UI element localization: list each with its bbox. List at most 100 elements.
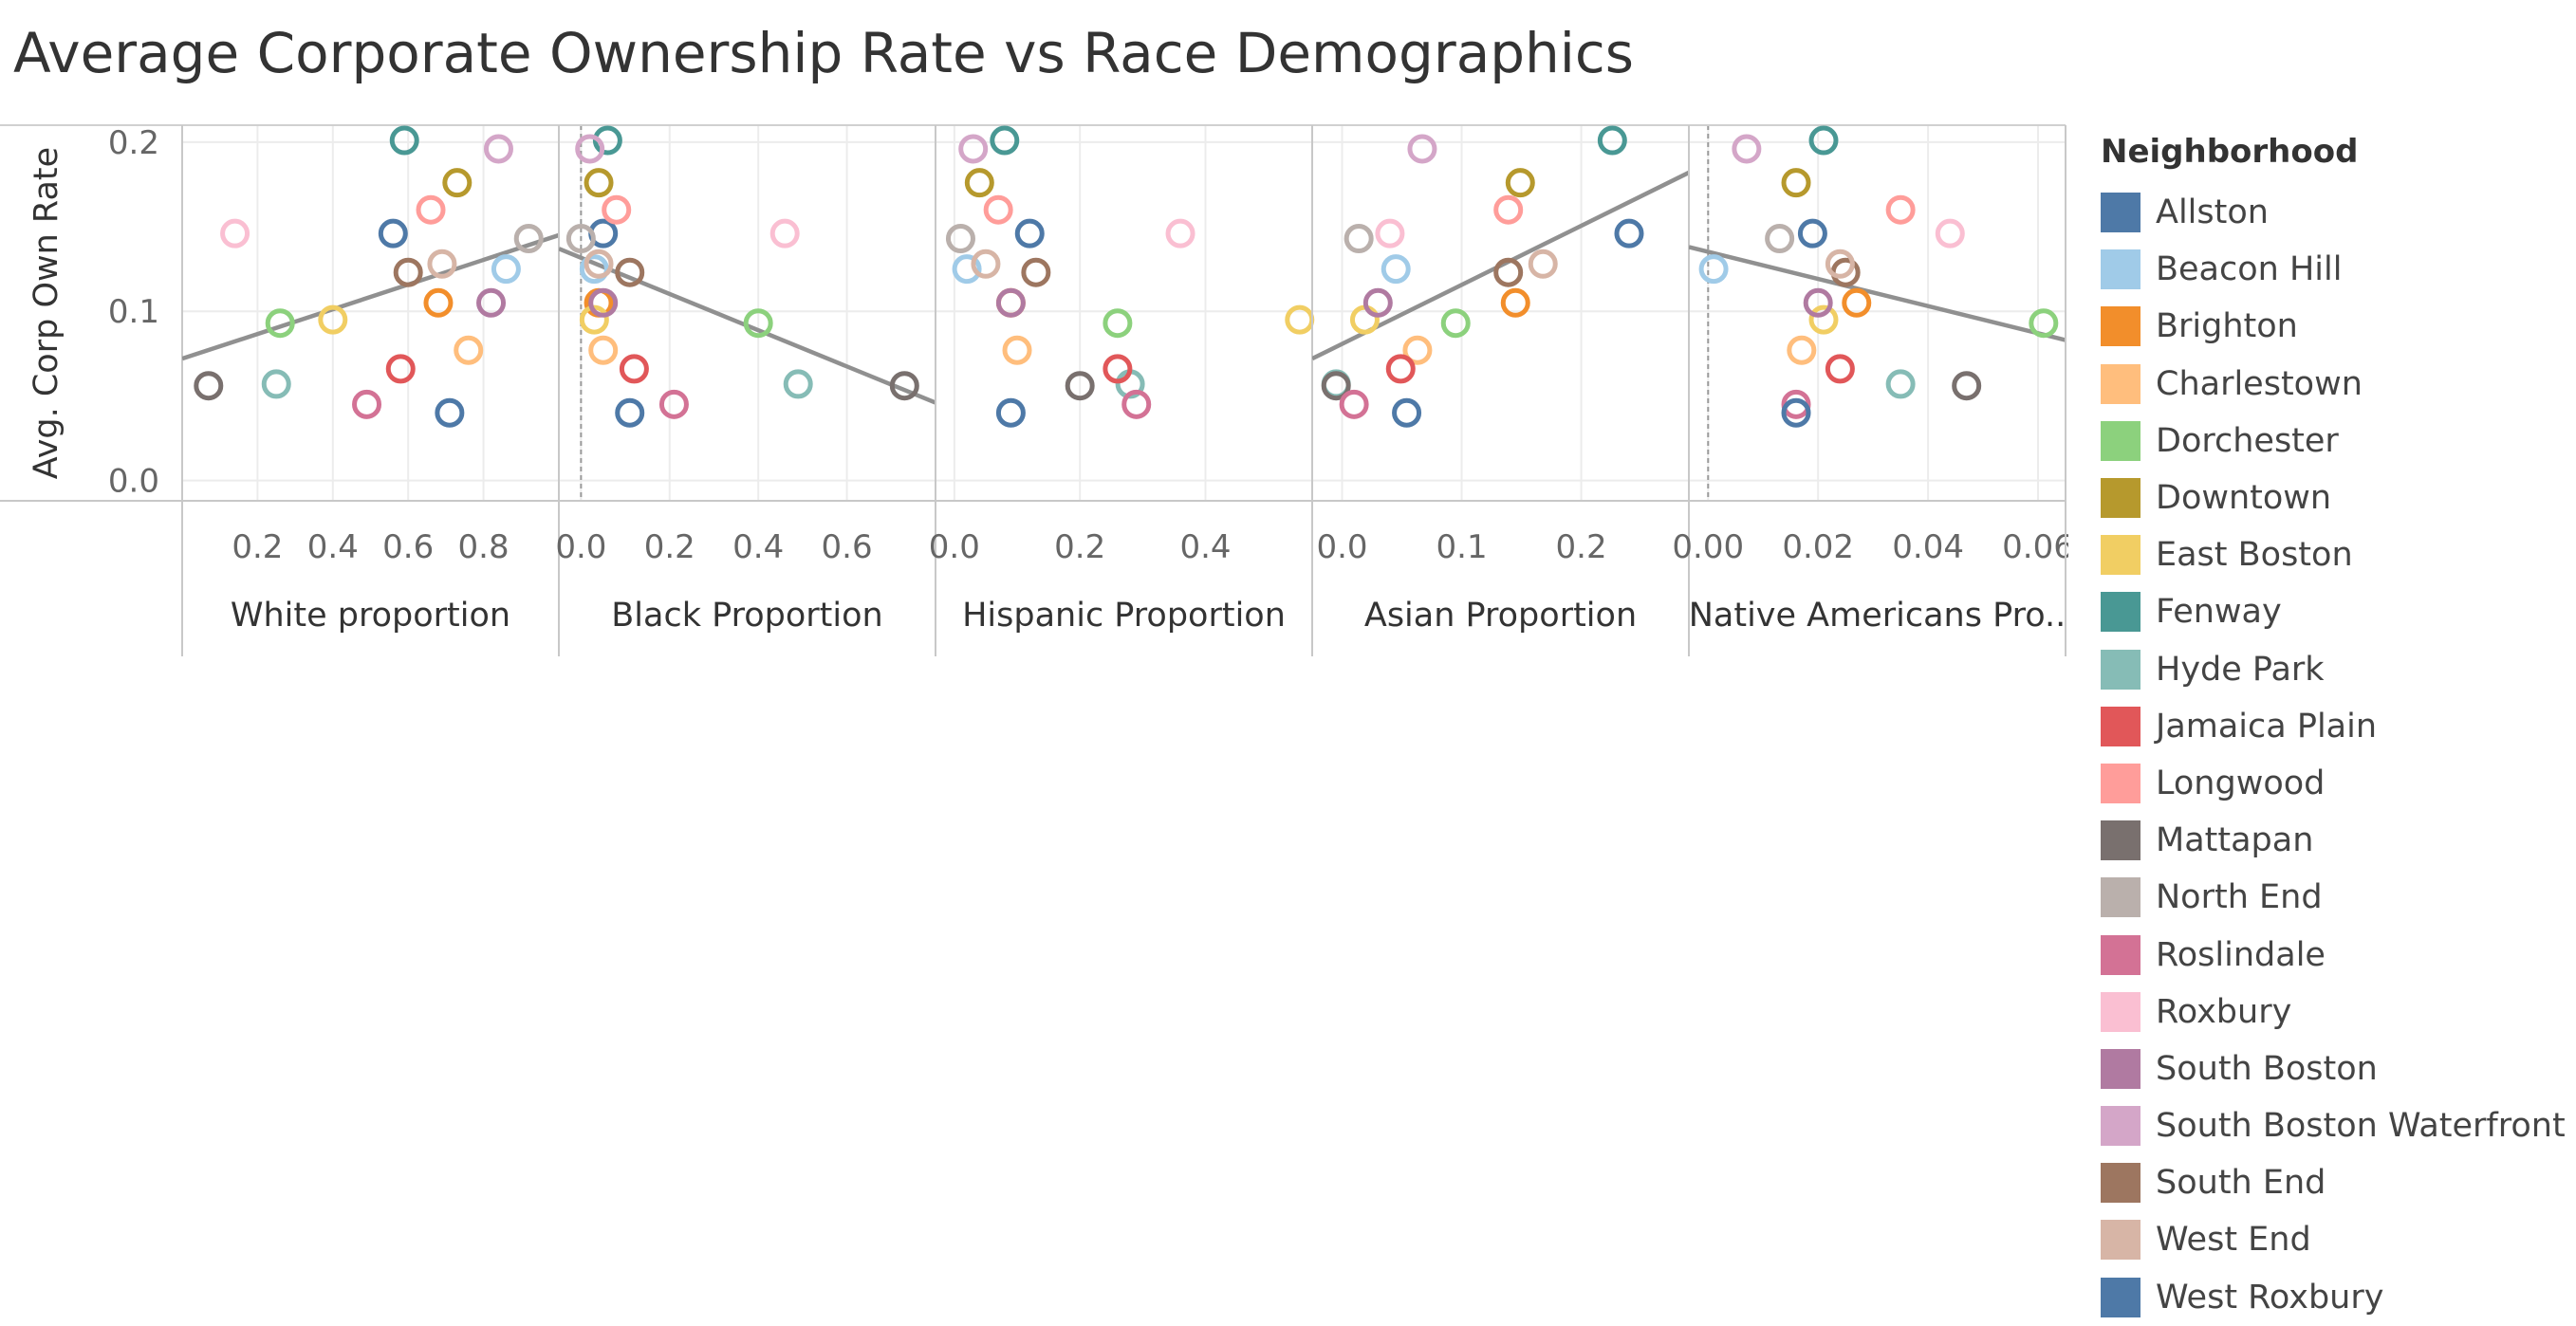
x-tick-label: 0.2 [644, 528, 695, 566]
data-point [389, 125, 419, 156]
x-tick-label: 0.06 [2002, 528, 2068, 566]
legend-swatch [2101, 649, 2140, 690]
legend-item[interactable]: Mattapan [2101, 812, 2575, 869]
data-point [1285, 304, 1315, 335]
legend-swatch [2101, 592, 2140, 633]
data-point [416, 194, 446, 225]
y-tick-label: 0.0 [108, 463, 159, 501]
data-point [619, 354, 649, 384]
legend-item[interactable]: Charlestown [2101, 356, 2575, 413]
legend-item[interactable]: South End [2101, 1154, 2575, 1211]
legend-item[interactable]: South Boston Waterfront [2101, 1097, 2575, 1154]
data-point [220, 218, 250, 249]
legend-label: East Boston [2156, 536, 2353, 575]
legend-item[interactable]: East Boston [2101, 526, 2575, 583]
data-point [1781, 168, 1811, 198]
legend-item[interactable]: Longwood [2101, 755, 2575, 812]
panel-2: 0.0 0.2 0.4 0.6 Black Proportion [555, 124, 936, 656]
data-point [1493, 194, 1524, 225]
data-point [1825, 249, 1855, 279]
data-point [889, 371, 919, 401]
legend: Neighborhood Allston Beacon Hill Brighton C… [2101, 131, 2575, 1326]
data-point [1885, 369, 1916, 399]
data-point [588, 287, 619, 318]
legend-swatch [2101, 1048, 2140, 1089]
data-point [1014, 218, 1045, 249]
data-point [1614, 218, 1644, 249]
legend-label: Roxbury [2156, 992, 2292, 1031]
x-tick-label: 0.4 [307, 528, 359, 566]
legend-label: South Boston [2156, 1049, 2378, 1088]
legend-item[interactable]: Beacon Hill [2101, 241, 2575, 298]
data-point [1781, 397, 1811, 428]
data-point [1952, 371, 1982, 401]
legend-label: Fenway [2156, 593, 2282, 632]
x-tick-label: 0.0 [1316, 528, 1367, 566]
data-point [584, 168, 614, 198]
data-point [1787, 335, 1817, 365]
data-point [1732, 134, 1762, 164]
data-point [1103, 308, 1133, 339]
data-point [1339, 389, 1369, 419]
legend-title: Neighborhood [2101, 133, 2359, 171]
x-tick-label: 0.1 [1436, 528, 1488, 566]
legend-label: Roslindale [2156, 935, 2326, 974]
data-point [1765, 224, 1795, 254]
panel-3: 0.0 0.2 0.4 Hispanic Proportion [929, 124, 1315, 656]
x-axis-title: White proportion [231, 597, 510, 635]
data-point [2029, 308, 2059, 339]
data-point [423, 287, 454, 318]
x-axis-title: Hispanic Proportion [962, 597, 1286, 635]
legend-item[interactable]: Fenway [2101, 583, 2575, 640]
legend-item[interactable]: West Roxbury [2101, 1269, 2575, 1326]
legend-swatch [2101, 820, 2140, 861]
data-point [1803, 287, 1833, 318]
data-point [513, 224, 544, 254]
legend-label: Beacon Hill [2156, 250, 2343, 289]
data-point [1381, 254, 1411, 285]
data-point [265, 308, 295, 339]
legend-swatch [2101, 535, 2140, 576]
data-point [1825, 354, 1855, 384]
legend-item[interactable]: North End [2101, 869, 2575, 926]
legend-label: North End [2156, 878, 2323, 917]
legend-item[interactable]: Dorchester [2101, 413, 2575, 470]
legend-label: Brighton [2156, 307, 2298, 346]
x-tick-label: 0.4 [1179, 528, 1231, 566]
data-point [1362, 287, 1393, 318]
data-point [1797, 218, 1827, 249]
legend-item[interactable]: South Boston [2101, 1041, 2575, 1097]
data-point [442, 168, 473, 198]
x-axis-title: Native Americans Pro.. [1689, 597, 2066, 635]
data-point [615, 397, 645, 428]
legend-item[interactable]: Downtown [2101, 470, 2575, 526]
x-tick-label: 0.0 [555, 528, 606, 566]
data-point [1321, 371, 1351, 401]
legend-swatch [2101, 249, 2140, 290]
data-point [983, 194, 1013, 225]
legend-item[interactable]: West End [2101, 1211, 2575, 1268]
legend-label: West End [2156, 1221, 2311, 1260]
data-point [1842, 287, 1872, 318]
data-point [658, 389, 689, 419]
legend-item[interactable]: Allston [2101, 184, 2575, 241]
data-point [1375, 218, 1405, 249]
data-point [783, 369, 813, 399]
x-tick-label: 0.2 [1556, 528, 1607, 566]
legend-item[interactable]: Roslindale [2101, 926, 2575, 983]
legend-item[interactable]: Roxbury [2101, 984, 2575, 1041]
legend-swatch [2101, 877, 2140, 918]
data-point [1392, 397, 1422, 428]
data-point [615, 257, 645, 287]
legend-swatch [2101, 478, 2140, 519]
data-point [995, 287, 1026, 318]
data-point [1935, 218, 1965, 249]
legend-item[interactable]: Jamaica Plain [2101, 698, 2575, 755]
data-point [1808, 125, 1839, 156]
data-point [427, 249, 457, 279]
legend-item[interactable]: Brighton [2101, 298, 2575, 355]
legend-label: Mattapan [2156, 821, 2314, 860]
data-point [958, 134, 989, 164]
data-point [1402, 335, 1433, 365]
legend-item[interactable]: Hyde Park [2101, 641, 2575, 698]
